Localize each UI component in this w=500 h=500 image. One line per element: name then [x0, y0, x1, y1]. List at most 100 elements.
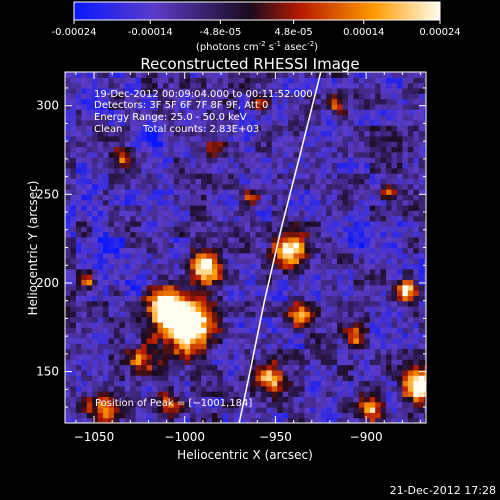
- heatmap-cell: [353, 93, 360, 100]
- heatmap-cell: [369, 327, 376, 334]
- heatmap-cell: [135, 385, 142, 392]
- heatmap-cell: [173, 157, 180, 164]
- heatmap-cell: [304, 93, 311, 100]
- heatmap-cell: [86, 183, 93, 190]
- heatmap-cell: [75, 353, 82, 360]
- heatmap-cell: [113, 353, 121, 360]
- heatmap-cell: [217, 391, 224, 398]
- heatmap-cell: [168, 215, 175, 222]
- heatmap-cell: [353, 364, 360, 371]
- heatmap-cell: [162, 412, 169, 419]
- heatmap-cell: [157, 274, 164, 281]
- heatmap-cell: [407, 119, 414, 126]
- heatmap-cell: [86, 236, 93, 243]
- heatmap-cell: [424, 380, 426, 387]
- heatmap-cell: [309, 135, 316, 142]
- heatmap-cell: [326, 268, 333, 275]
- heatmap-cell: [320, 125, 327, 132]
- heatmap-cell: [179, 114, 186, 121]
- heatmap-cell: [326, 279, 333, 286]
- heatmap-cell: [347, 407, 355, 413]
- heatmap-cell: [380, 220, 387, 227]
- heatmap-cell: [304, 417, 311, 423]
- heatmap-cell: [97, 290, 104, 296]
- heatmap-cell: [353, 343, 360, 350]
- heatmap-cell: [309, 290, 316, 296]
- heatmap-cell: [337, 114, 344, 121]
- heatmap-cell: [299, 210, 306, 217]
- heatmap-cell: [369, 290, 376, 296]
- heatmap-cell: [92, 151, 99, 158]
- heatmap-cell: [277, 109, 284, 116]
- heatmap-cell: [375, 231, 382, 238]
- heatmap-cell: [65, 380, 72, 387]
- heatmap-cell: [347, 178, 355, 185]
- heatmap-cell: [211, 300, 218, 307]
- heatmap-cell: [108, 306, 115, 312]
- heatmap-cell: [86, 119, 93, 126]
- heatmap-cell: [266, 375, 273, 382]
- heatmap-cell: [309, 231, 316, 238]
- heatmap-cell: [162, 327, 169, 334]
- heatmap-cell: [70, 87, 77, 94]
- heatmap-cell: [337, 417, 344, 423]
- heatmap-cell: [380, 178, 387, 185]
- heatmap-cell: [255, 151, 262, 158]
- heatmap-cell: [81, 130, 88, 137]
- heatmap-cell: [135, 417, 142, 423]
- heatmap-cell: [217, 385, 224, 392]
- heatmap-cell: [113, 337, 121, 344]
- heatmap-cell: [282, 87, 289, 94]
- heatmap-cell: [391, 162, 398, 169]
- heatmap-cell: [277, 321, 284, 328]
- heatmap-cell: [353, 300, 360, 307]
- heatmap-cell: [162, 194, 169, 201]
- heatmap-cell: [250, 321, 257, 328]
- heatmap-cell: [342, 220, 349, 227]
- heatmap-cell: [309, 167, 316, 174]
- heatmap-cell: [233, 252, 240, 259]
- heatmap-cell: [380, 231, 387, 238]
- heatmap-cell: [92, 215, 99, 222]
- heatmap-cell: [113, 401, 121, 408]
- heatmap-cell: [347, 162, 355, 169]
- heatmap-cell: [190, 231, 197, 238]
- heatmap-cell: [179, 199, 186, 206]
- heatmap-cell: [222, 98, 229, 105]
- heatmap-cell: [65, 417, 72, 423]
- heatmap-cell: [309, 109, 316, 116]
- heatmap-cell: [103, 359, 110, 366]
- heatmap-cell: [141, 401, 148, 408]
- heatmap-cell: [293, 247, 300, 254]
- heatmap-cell: [315, 407, 322, 413]
- heatmap-cell: [168, 375, 175, 382]
- heatmap-cell: [320, 157, 327, 164]
- heatmap-cell: [65, 327, 72, 334]
- heatmap-cell: [250, 77, 257, 84]
- heatmap-cell: [162, 417, 169, 423]
- heatmap-cell: [293, 157, 300, 164]
- heatmap-cell: [157, 396, 164, 403]
- heatmap-cell: [402, 369, 409, 376]
- heatmap-cell: [179, 247, 186, 254]
- heatmap-cell: [206, 220, 213, 227]
- colorbar-tick-label: -4.8e-05: [199, 27, 241, 38]
- heatmap-cell: [358, 135, 365, 142]
- heatmap-cell: [201, 332, 208, 339]
- heatmap-cell: [369, 252, 376, 259]
- heatmap-cell: [222, 151, 229, 158]
- heatmap-cell: [255, 220, 262, 227]
- heatmap-cell: [424, 364, 426, 371]
- heatmap-cell: [135, 162, 142, 169]
- heatmap-cell: [244, 98, 251, 105]
- heatmap-cell: [184, 396, 191, 403]
- heatmap-cell: [179, 220, 186, 227]
- heatmap-cell: [320, 183, 327, 190]
- heatmap-cell: [375, 385, 382, 392]
- heatmap-cell: [337, 130, 344, 137]
- heatmap-cell: [407, 364, 414, 371]
- heatmap-cell: [179, 300, 186, 307]
- heatmap-cell: [293, 103, 300, 110]
- heatmap-cell: [386, 173, 393, 179]
